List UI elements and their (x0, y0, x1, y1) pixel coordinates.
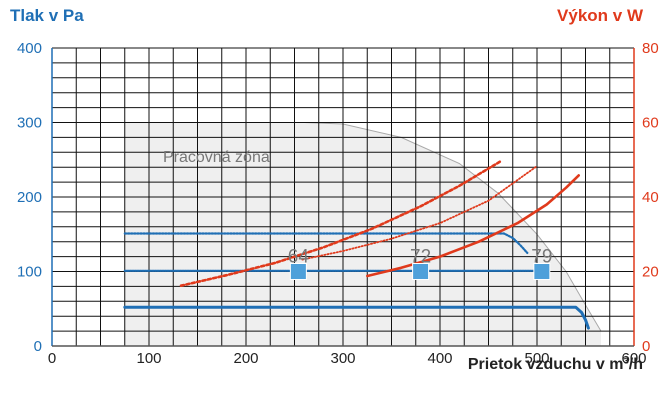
y-right-tick-label: 60 (642, 115, 659, 132)
y-left-tick-label: 0 (34, 338, 42, 355)
y-left-tick-label: 400 (17, 40, 42, 57)
pressure-curve-1 (123, 305, 590, 330)
x-axis-label: Prietok vzduchu v m³/h (467, 356, 643, 373)
x-tick-label: 200 (233, 350, 258, 367)
power-curve-3 (301, 165, 538, 261)
y-left-tick-label: 300 (17, 115, 42, 132)
marker-label-64: 64 (288, 247, 310, 268)
left-axis-label: Tlak v Pa (10, 6, 84, 25)
x-tick-label: 400 (427, 350, 452, 367)
y-right-tick-label: 80 (642, 40, 659, 57)
marker-label-79: 79 (531, 247, 552, 268)
x-tick-label: 500 (524, 350, 549, 367)
y-left-tick-label: 100 (17, 264, 42, 281)
y-right-tick-label: 20 (642, 264, 659, 281)
y-right-tick-label: 40 (642, 189, 659, 206)
working-zone-label: Pracovná zóna (163, 149, 270, 166)
marker-64 (289, 263, 307, 280)
x-tick-label: 0 (48, 350, 56, 367)
power-curve-2 (179, 160, 502, 288)
marker-label-72: 72 (410, 247, 431, 268)
x-tick-label: 600 (621, 350, 646, 367)
marker-72 (412, 263, 430, 280)
x-tick-label: 100 (136, 350, 161, 367)
y-right-tick-label: 0 (642, 338, 650, 355)
power-curve-1 (365, 174, 581, 278)
y-left-tick-label: 200 (17, 189, 42, 206)
marker-79 (533, 263, 551, 280)
right-axis-label: Výkon v W (557, 6, 643, 25)
pressure-curve-3 (123, 232, 529, 254)
x-tick-label: 300 (330, 350, 355, 367)
